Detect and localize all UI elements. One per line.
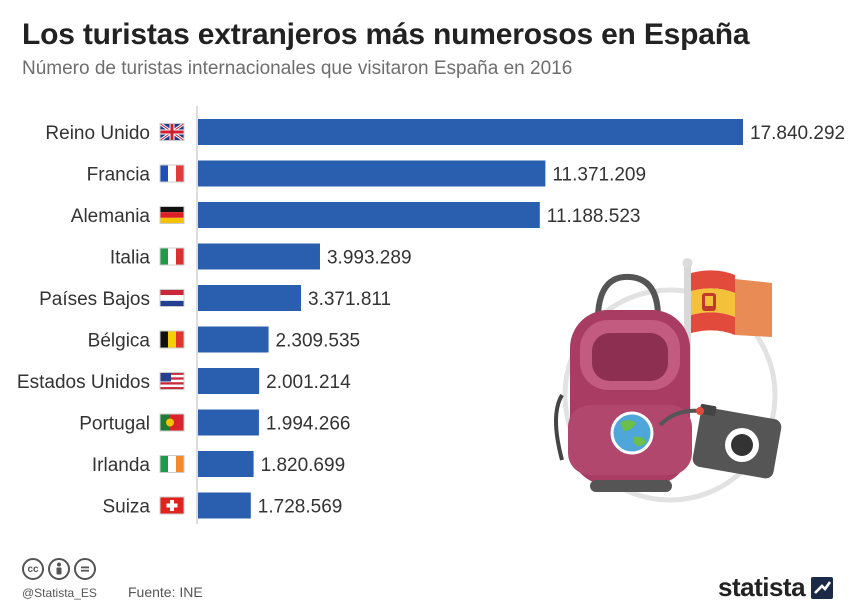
bar-row: Reino Unido 17.840.292 [45, 119, 845, 145]
germany-flag-icon [159, 206, 185, 224]
ireland-flag-icon [159, 455, 185, 473]
statista-logo-text: statista [718, 572, 806, 602]
portugal-flag-icon [159, 413, 185, 432]
category-label: Francia [87, 165, 151, 186]
value-label: 1.728.569 [258, 497, 343, 518]
bar [198, 326, 269, 353]
category-label: Bélgica [88, 331, 151, 352]
bar [198, 160, 546, 187]
bar-row: Francia 11.371.209 [87, 160, 646, 187]
statista-mark-icon [811, 576, 834, 599]
travel-illustration [554, 258, 782, 503]
value-label: 11.188.523 [547, 206, 641, 227]
bar [198, 492, 251, 519]
bar-row: Irlanda 1.820.699 [92, 451, 345, 477]
uk-flag-icon [159, 122, 185, 142]
category-label: Reino Unido [45, 123, 150, 144]
twitter-handle[interactable]: @Statista_ES [22, 586, 97, 600]
value-label: 3.371.811 [308, 289, 391, 310]
spain-flag-icon [682, 258, 772, 411]
category-label: Estados Unidos [17, 372, 150, 393]
bar-row: Estados Unidos 2.001.214 [17, 368, 351, 394]
france-flag-icon [159, 164, 185, 183]
bar [198, 285, 302, 311]
creative-commons-icon: cc [22, 558, 44, 580]
license-icons: cc [22, 558, 96, 580]
no-derivatives-icon [74, 558, 96, 580]
bar [198, 119, 743, 145]
statista-logo[interactable]: statista [718, 572, 834, 603]
category-label: Italia [110, 248, 151, 269]
bar [198, 409, 259, 436]
value-label: 2.309.535 [276, 331, 361, 352]
italy-flag-icon [159, 247, 185, 266]
bar-row: Países Bajos 3.371.811 [39, 285, 391, 311]
bar-row: Portugal 1.994.266 [79, 409, 351, 436]
value-label: 11.371.209 [552, 165, 646, 186]
attribution-icon [48, 558, 70, 580]
backpack-icon [554, 273, 692, 492]
bar-row: Suiza 1.728.569 [102, 492, 343, 519]
bar-row: Alemania 11.188.523 [71, 202, 641, 228]
value-label: 3.993.289 [327, 248, 412, 269]
bar [198, 368, 260, 394]
bar [198, 202, 540, 228]
category-label: Portugal [79, 414, 150, 435]
globe-icon [610, 411, 654, 455]
bar-chart: Reino Unido 17.840.292 Francia 11.371.209 Al… [17, 106, 845, 524]
background-circle [562, 287, 778, 503]
bar-row: Italia 3.993.289 [110, 243, 412, 270]
category-label: Países Bajos [39, 289, 150, 310]
bar [198, 451, 254, 477]
category-label: Irlanda [92, 455, 151, 476]
chart-subtitle: Número de turistas internacionales que v… [22, 58, 573, 79]
category-label: Suiza [102, 497, 150, 518]
category-label: Alemania [71, 206, 151, 227]
value-label: 2.001.214 [266, 372, 351, 393]
source-label: Fuente: INE [128, 584, 203, 600]
belgium-flag-icon [159, 330, 185, 349]
chart-title: Los turistas extranjeros más numerosos e… [22, 18, 750, 51]
usa-flag-icon [159, 372, 185, 390]
camera-icon [658, 404, 782, 479]
value-label: 17.840.292 [750, 123, 845, 144]
switzerland-flag-icon [159, 496, 185, 515]
bar-row: Bélgica 2.309.535 [88, 326, 361, 353]
value-label: 1.820.699 [261, 455, 346, 476]
netherlands-flag-icon [159, 289, 185, 307]
value-label: 1.994.266 [266, 414, 351, 435]
bar [198, 243, 320, 270]
